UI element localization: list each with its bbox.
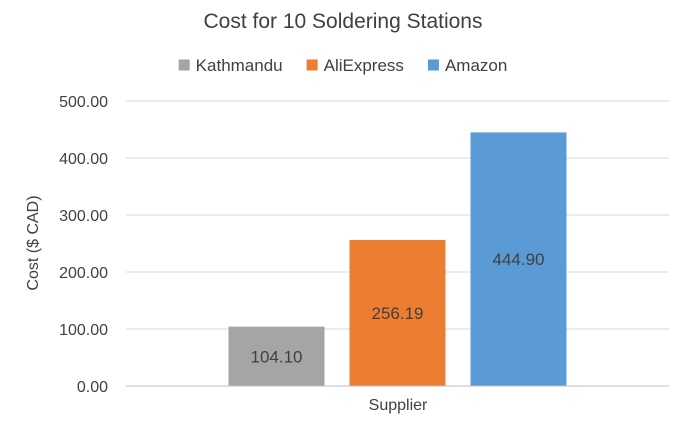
bar-amazon <box>470 132 567 386</box>
legend-label-kathmandu: Kathmandu <box>196 56 283 75</box>
y-tick-label: 500.00 <box>59 94 108 111</box>
legend-label-aliexpress: AliExpress <box>324 56 404 75</box>
data-labels: 104.10 256.19 444.90 <box>251 250 545 366</box>
y-tick-label: 200.00 <box>59 265 108 282</box>
y-tick-label: 300.00 <box>59 208 108 225</box>
data-label-kathmandu: 104.10 <box>251 347 303 366</box>
legend: Kathmandu AliExpress Amazon <box>178 56 507 75</box>
y-axis-ticks: 0.00 100.00 200.00 300.00 400.00 500.00 <box>59 94 108 396</box>
bars <box>228 132 567 386</box>
y-tick-label: 0.00 <box>77 379 108 396</box>
data-label-aliexpress: 256.19 <box>372 304 424 323</box>
y-tick-label: 400.00 <box>59 151 108 168</box>
gridlines <box>126 100 669 330</box>
x-axis-label: Supplier <box>369 397 428 414</box>
legend-swatch-kathmandu <box>178 59 190 71</box>
y-tick-label: 100.00 <box>59 322 108 339</box>
data-label-amazon: 444.90 <box>493 250 545 269</box>
y-axis-label: Cost ($ CAD) <box>25 195 42 290</box>
legend-swatch-aliexpress <box>306 59 318 71</box>
bar-kathmandu <box>228 326 325 386</box>
legend-swatch-amazon <box>427 59 439 71</box>
legend-label-amazon: Amazon <box>445 56 507 75</box>
chart-title: Cost for 10 Soldering Stations <box>204 10 483 33</box>
bar-aliexpress <box>349 239 446 386</box>
